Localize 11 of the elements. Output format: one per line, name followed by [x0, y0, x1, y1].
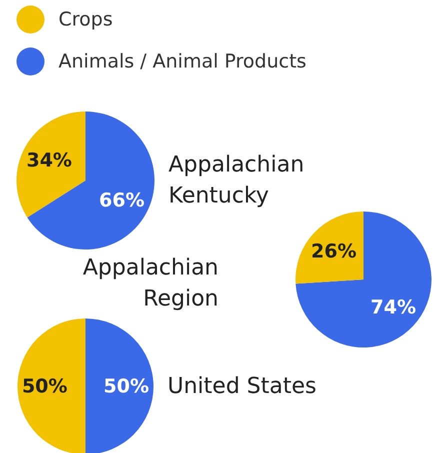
text: United States [168, 374, 316, 399]
data-label: 26% [311, 240, 357, 263]
data-label: 50% [22, 376, 68, 398]
legend-label: Animals / Animal Products [58, 50, 306, 72]
legend-label: Crops [58, 8, 113, 30]
data-label: 74% [370, 296, 416, 318]
text: Appalachian Kentucky [168, 152, 304, 209]
text: Appalachian Region [82, 255, 219, 312]
data-label: 34% [26, 150, 72, 172]
data-label: 66% [99, 189, 145, 212]
data-label: 50% [104, 376, 150, 398]
